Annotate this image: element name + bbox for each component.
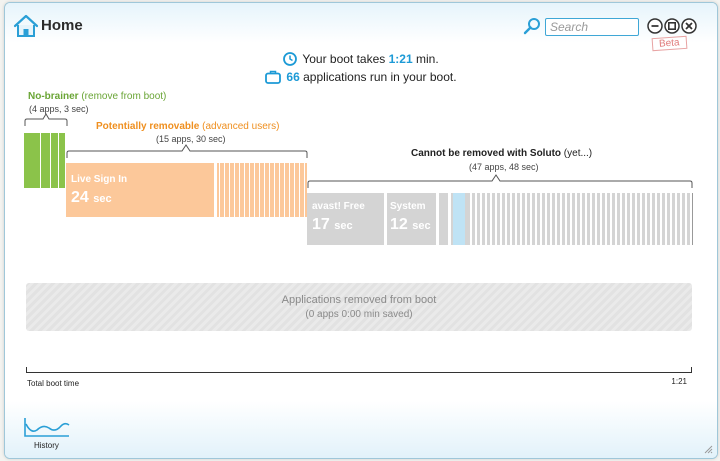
avast-name: avast! Free bbox=[312, 201, 365, 212]
maximize-icon[interactable] bbox=[664, 18, 680, 34]
no-brainer-heading: No-brainer (remove from boot) bbox=[28, 91, 166, 102]
potentially-note: (advanced users) bbox=[202, 121, 280, 132]
no-brainer-block[interactable] bbox=[24, 133, 65, 188]
clock-icon bbox=[283, 52, 298, 66]
footer-bar: History bbox=[5, 401, 717, 458]
timeline-end-tick bbox=[691, 367, 692, 373]
resize-grip-icon[interactable] bbox=[703, 444, 713, 454]
history-label[interactable]: History bbox=[34, 441, 59, 450]
close-icon[interactable] bbox=[681, 18, 697, 34]
cannot-brace bbox=[307, 174, 693, 188]
history-chart-icon[interactable] bbox=[23, 416, 71, 438]
cannot-stats: (47 apps, 48 sec) bbox=[469, 162, 539, 172]
system-time: 12 sec bbox=[390, 216, 431, 234]
potentially-stats: (15 apps, 30 sec) bbox=[156, 134, 226, 144]
system-unit: sec bbox=[412, 220, 431, 232]
potentially-title: Potentially removable bbox=[96, 121, 200, 132]
search-input[interactable] bbox=[545, 18, 639, 36]
boot-time-suffix: min. bbox=[416, 52, 439, 66]
live-sign-in-seconds: 24 bbox=[71, 189, 89, 206]
soluto-window: Home Beta Your boot takes 1:21 min. bbox=[4, 2, 718, 459]
potentially-brace bbox=[66, 144, 308, 158]
boot-time-summary: Your boot takes 1:21 min. bbox=[5, 52, 717, 66]
potentially-heading: Potentially removable (advanced users) bbox=[96, 121, 279, 132]
apps-suffix: applications run in your boot. bbox=[303, 70, 457, 84]
avast-time: 17 sec bbox=[312, 216, 353, 234]
search-icon[interactable] bbox=[523, 17, 541, 35]
minimize-icon[interactable] bbox=[647, 18, 663, 34]
cannot-heading: Cannot be removed with Soluto (yet...) bbox=[411, 148, 592, 159]
avast-unit: sec bbox=[334, 220, 353, 232]
title-bar: Home bbox=[5, 3, 717, 43]
removed-apps-title: Applications removed from boot bbox=[281, 294, 437, 306]
beta-badge: Beta bbox=[651, 35, 687, 52]
timeline-axis bbox=[26, 372, 692, 373]
system-seconds: 12 bbox=[390, 216, 408, 233]
apps-summary: 66 applications run in your boot. bbox=[5, 70, 717, 84]
apps-count: 66 bbox=[286, 70, 300, 84]
no-brainer-brace bbox=[24, 113, 68, 126]
briefcase-icon bbox=[265, 70, 282, 84]
boot-time-prefix: Your boot takes bbox=[302, 52, 386, 66]
removed-apps-stats: (0 apps 0:00 min saved) bbox=[305, 309, 413, 320]
total-boot-time-value: 1:21 bbox=[671, 377, 687, 386]
potentially-block[interactable] bbox=[66, 163, 307, 217]
no-brainer-note: (remove from boot) bbox=[81, 91, 167, 102]
total-boot-time-label: Total boot time bbox=[27, 379, 80, 388]
cannot-title: Cannot be removed with Soluto bbox=[411, 148, 562, 159]
live-sign-in-time: 24 sec bbox=[71, 189, 112, 207]
system-name: System bbox=[390, 201, 426, 212]
no-brainer-title: No-brainer bbox=[28, 91, 79, 102]
page-title: Home bbox=[41, 17, 83, 34]
boot-time-value: 1:21 bbox=[388, 52, 413, 66]
home-icon[interactable] bbox=[13, 14, 39, 38]
timeline-start-tick bbox=[26, 367, 27, 373]
no-brainer-stats: (4 apps, 3 sec) bbox=[29, 104, 89, 114]
removed-apps-area[interactable]: Applications removed from boot (0 apps 0… bbox=[26, 283, 692, 331]
live-sign-in-unit: sec bbox=[93, 193, 112, 205]
cannot-block[interactable] bbox=[307, 193, 693, 245]
cannot-note: (yet...) bbox=[563, 148, 593, 159]
live-sign-in-name: Live Sign In bbox=[71, 174, 128, 185]
avast-seconds: 17 bbox=[312, 216, 330, 233]
